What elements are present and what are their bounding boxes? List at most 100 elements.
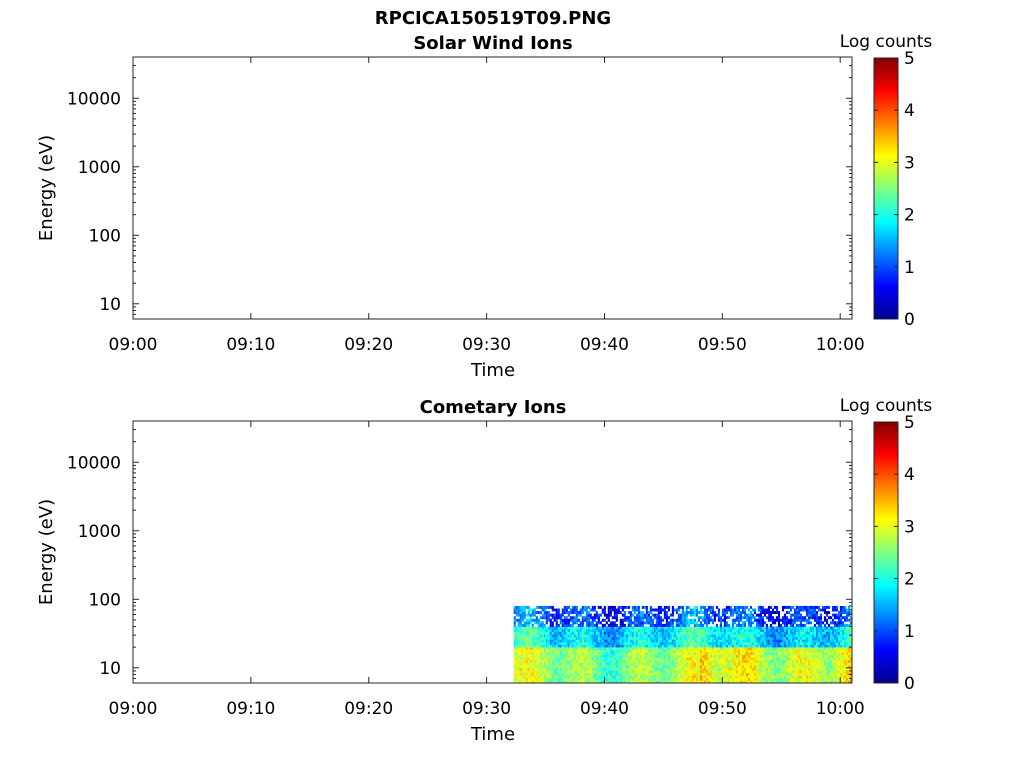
x-tick-label: 09:50 <box>698 699 747 719</box>
spectrogram-cell <box>541 641 544 645</box>
spectrogram-cell <box>807 641 811 645</box>
spectrogram-cell <box>675 626 678 630</box>
spectrogram-cell <box>595 621 598 625</box>
spectrogram-cell <box>639 675 642 679</box>
spectrogram-cell <box>547 631 550 635</box>
spectrogram-cell <box>543 649 546 653</box>
spectrogram-cell <box>747 662 751 666</box>
spectrogram-cell <box>541 677 544 681</box>
spectrogram-cell <box>629 621 632 625</box>
spectrogram-cell <box>743 626 747 630</box>
spectrogram-cell <box>659 616 662 620</box>
spectrogram-cell <box>581 670 584 674</box>
spectrogram-cell <box>837 672 841 676</box>
spectrogram-cell <box>535 605 538 609</box>
spectrogram-cell <box>843 647 847 651</box>
spectrogram-cell <box>701 652 704 656</box>
spectrogram-cell <box>689 680 692 683</box>
spectrogram-cell <box>627 647 630 651</box>
spectrogram-cell <box>845 647 849 651</box>
spectrogram-cell <box>551 616 554 620</box>
spectrogram-cell <box>567 631 570 635</box>
spectrogram-cell <box>673 654 676 658</box>
spectrogram-cell <box>545 618 548 622</box>
spectrogram-cell <box>565 616 568 620</box>
spectrogram-cell <box>577 672 580 676</box>
spectrogram-cell <box>555 611 558 615</box>
spectrogram-cell <box>831 605 835 609</box>
spectrogram-cell <box>829 654 833 658</box>
spectrogram-cell <box>551 621 554 625</box>
spectrogram-cell <box>817 659 821 663</box>
spectrogram-cell <box>605 636 608 640</box>
spectrogram-cell <box>757 675 761 679</box>
spectrogram-cell <box>711 629 714 633</box>
spectrogram-cell <box>743 670 747 674</box>
spectrogram-cell <box>583 618 586 622</box>
spectrogram-cell <box>719 636 722 640</box>
spectrogram-cell <box>825 659 829 663</box>
spectrogram-cell <box>839 665 843 668</box>
spectrogram-cell <box>633 605 636 609</box>
spectrogram-cell <box>695 647 698 651</box>
spectrogram-cell <box>655 639 658 643</box>
spectrogram-cell <box>629 623 632 627</box>
spectrogram-cell <box>703 641 706 645</box>
spectrogram-cell <box>667 636 670 640</box>
spectrogram-cell <box>681 662 684 666</box>
spectrogram-cell <box>631 670 634 674</box>
spectrogram-cell <box>731 680 734 683</box>
spectrogram-cell <box>747 636 751 640</box>
spectrogram-cell <box>749 634 753 638</box>
spectrogram-cell <box>715 659 718 663</box>
spectrogram-cell <box>817 618 821 622</box>
spectrogram-cell <box>519 667 522 671</box>
spectrogram-cell <box>649 662 652 666</box>
spectrogram-cell <box>689 675 692 679</box>
spectrogram-cell <box>563 631 566 635</box>
spectrogram-cell <box>665 657 668 661</box>
spectrogram-cell <box>575 667 578 671</box>
spectrogram-cell <box>717 634 720 638</box>
spectrogram-cell <box>797 605 801 609</box>
spectrogram-cell <box>657 608 660 612</box>
spectrogram-cell <box>801 618 805 622</box>
spectrogram-cell <box>515 636 518 640</box>
spectrogram-cell <box>779 623 783 627</box>
spectrogram-cell <box>541 613 544 617</box>
spectrogram-cell <box>725 675 728 679</box>
spectrogram-cell <box>607 626 610 630</box>
x-tick-label: 09:50 <box>698 335 747 355</box>
spectrogram-cell <box>735 618 739 622</box>
spectrogram-cell <box>529 657 532 661</box>
spectrogram-cell <box>713 618 716 622</box>
spectrogram-cell <box>633 639 636 643</box>
spectrogram-cell <box>725 677 728 681</box>
spectrogram-cell <box>751 616 755 620</box>
spectrogram-cell <box>705 616 708 620</box>
spectrogram-cell <box>679 618 682 622</box>
spectrogram-cell <box>621 675 624 679</box>
spectrogram-cell <box>545 657 548 661</box>
spectrogram-cell <box>811 644 815 648</box>
spectrogram-cell <box>555 677 558 681</box>
spectrogram-cell <box>803 616 807 620</box>
spectrogram-cell <box>785 629 789 633</box>
spectrogram-cell <box>753 665 757 668</box>
spectrogram-cell <box>731 665 734 668</box>
spectrogram-cell <box>555 672 558 676</box>
spectrogram-cell <box>847 629 851 633</box>
spectrogram-cell <box>645 613 648 617</box>
spectrogram-cell <box>585 621 588 625</box>
spectrogram-cell <box>657 675 660 679</box>
spectrogram-cell <box>657 672 660 676</box>
spectrogram-cell <box>835 644 839 648</box>
spectrogram-cell <box>759 613 763 617</box>
spectrogram-cell <box>563 667 566 671</box>
spectrogram-cell <box>519 680 522 683</box>
spectrogram-cell <box>751 644 755 648</box>
spectrogram-cell <box>635 677 638 681</box>
spectrogram-cell <box>843 665 847 668</box>
spectrogram-cell <box>587 649 590 653</box>
